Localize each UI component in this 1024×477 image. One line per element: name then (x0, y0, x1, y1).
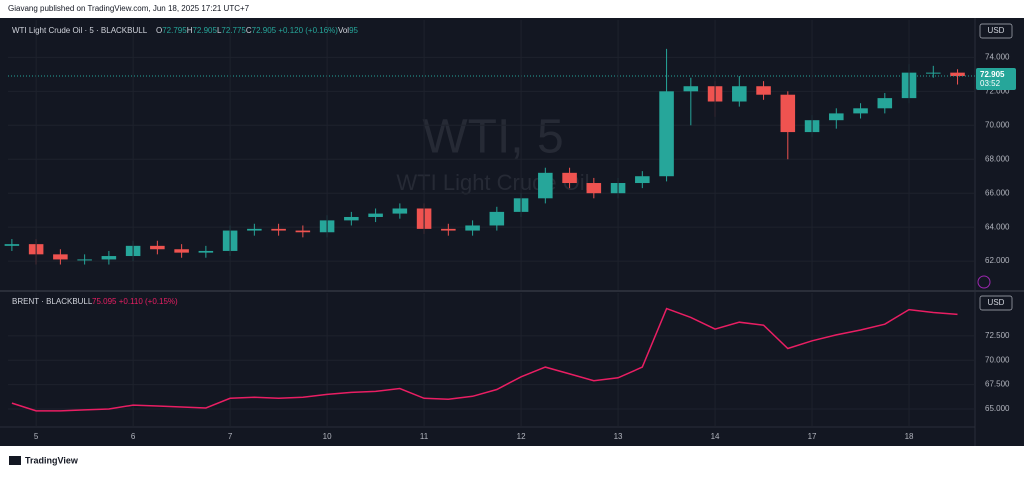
candle-body (4, 244, 20, 246)
candle-body (586, 183, 602, 194)
candle-body (926, 72, 941, 74)
y-tick-label: 64.000 (985, 222, 1010, 231)
watermark-subtitle: WTI Light Crude Oil (396, 170, 589, 195)
candle-body (174, 249, 189, 253)
header: Giavang published on TradingView.com, Ju… (8, 4, 250, 13)
last-price-label: 72.905 (980, 70, 1005, 79)
x-tick-label: 14 (711, 432, 720, 441)
quote-part: 72.905 (192, 26, 217, 35)
y-tick-label: 72.500 (985, 331, 1010, 340)
y-tick-label: 62.000 (985, 256, 1010, 265)
candle-body (780, 94, 796, 133)
candle-body (295, 230, 311, 233)
candle-body (732, 86, 747, 102)
candle-body (950, 72, 965, 77)
x-tick-label: 18 (905, 432, 914, 441)
y-tick-label: 74.000 (985, 52, 1010, 61)
y-tick-label: 68.000 (985, 154, 1010, 163)
quote-part: Vol (338, 26, 349, 35)
quote-part: 72.795 (162, 26, 187, 35)
y-tick-label: 70.000 (985, 120, 1010, 129)
chart-bg (0, 18, 1024, 446)
y-tick-label: 67.500 (985, 380, 1010, 389)
legend-title: WTI Light Crude Oil · 5 · BLACKBULL (12, 26, 148, 35)
x-tick-label: 7 (228, 432, 233, 441)
x-tick-label: 17 (808, 432, 817, 441)
candle-body (683, 86, 699, 92)
candle-body (198, 250, 214, 253)
legend-quote: 75.095 +0.110 (+0.15%) (92, 297, 178, 306)
candle-body (392, 208, 408, 214)
candle-body (465, 225, 480, 231)
candle-body (101, 256, 117, 260)
candle-body (562, 172, 577, 184)
candle-body (441, 228, 456, 231)
countdown: 03:52 (980, 79, 1001, 88)
legend-title: BRENT · BLACKBULL (12, 297, 93, 306)
x-tick-label: 6 (131, 432, 136, 441)
candle-body (77, 259, 92, 261)
candle-body (271, 228, 286, 231)
x-tick-label: 13 (614, 432, 623, 441)
candle-body (53, 254, 68, 260)
quote-part: C (246, 26, 252, 35)
quote-part: L (217, 26, 222, 35)
quote-part: O (156, 26, 162, 35)
currency: USD (988, 26, 1005, 35)
x-tick-label: 11 (420, 432, 429, 441)
currency: USD (988, 298, 1005, 307)
candle-body (756, 86, 771, 95)
candle-body (344, 216, 359, 221)
x-tick-label: 5 (34, 432, 39, 441)
candle-body (635, 176, 650, 184)
quote-part: 72.905 +0.120 (+0.16%) (252, 26, 339, 35)
currency-badge[interactable] (979, 295, 1013, 311)
candle-body (659, 91, 674, 177)
currency-badge[interactable] (979, 23, 1013, 39)
series-line (11, 307, 958, 412)
footer: TradingView (25, 455, 79, 465)
candle-body (247, 228, 262, 231)
logo (9, 456, 21, 465)
y-tick-label: 70.000 (985, 355, 1010, 364)
alert-icon[interactable] (977, 275, 991, 289)
quote-part: 95 (349, 26, 358, 35)
candle-body (489, 211, 505, 226)
plot-layer: 62.000 64.000 66.000 68.000 70.000 72.000 74.0… (4, 20, 1016, 441)
y-tick-label: 65.000 (985, 404, 1010, 413)
last-price-tag (976, 67, 1016, 90)
legend-quote: O72.795H72.905L72.775C72.905 +0.120 (+0.… (156, 26, 359, 35)
quote-part: H (187, 26, 193, 35)
quote-part: 72.775 (221, 26, 246, 35)
watermark: WTI, 5 (422, 111, 563, 164)
y-tick-label: 72.000 (985, 86, 1010, 95)
candle-body (829, 113, 844, 121)
candle-body (853, 108, 868, 114)
candle-body (150, 245, 165, 250)
x-tick-label: 10 (323, 432, 332, 441)
y-tick-label: 66.000 (985, 188, 1010, 197)
x-tick-label: 12 (517, 432, 526, 441)
candle-body (368, 213, 383, 217)
candle-body (877, 98, 893, 109)
candle-body (538, 172, 553, 199)
